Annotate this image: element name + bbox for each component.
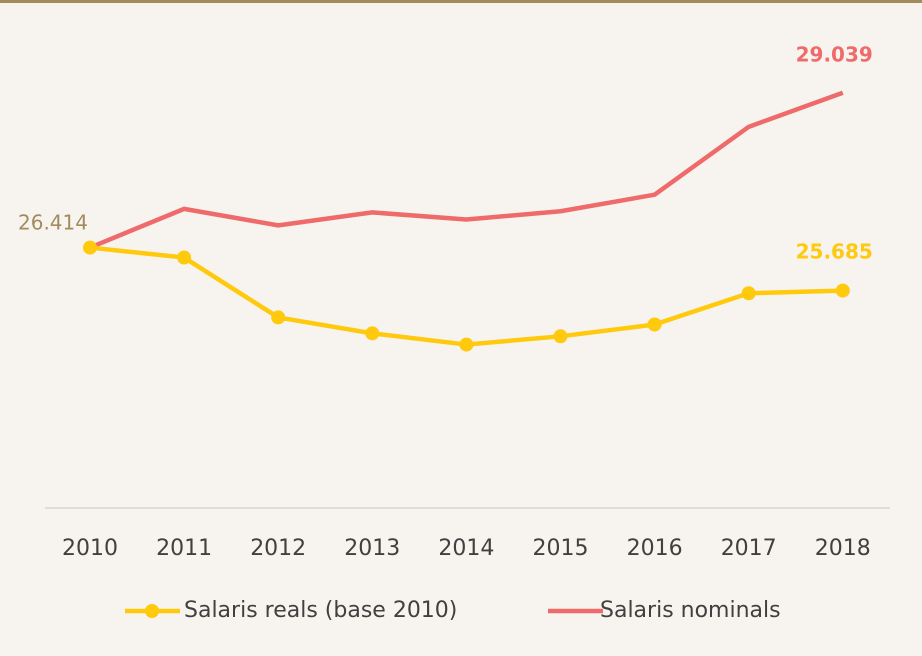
top-border	[0, 0, 922, 3]
x-tick-label: 2015	[533, 536, 589, 561]
x-tick-label: 2016	[627, 536, 683, 561]
point	[459, 337, 474, 352]
legend-marker	[145, 604, 159, 618]
point	[177, 250, 192, 265]
x-tick-label: 2018	[815, 536, 871, 561]
point	[83, 240, 97, 255]
x-tick-label: 2010	[62, 536, 118, 561]
x-tick-label: 2014	[438, 536, 494, 561]
x-tick-label: 2012	[250, 536, 306, 561]
x-tick-label: 2017	[721, 536, 777, 561]
series-line	[89, 245, 843, 347]
data-label: 25.685	[796, 240, 873, 264]
x-tick-label: 2013	[344, 536, 400, 561]
point	[365, 326, 380, 341]
point	[553, 329, 568, 344]
point	[271, 310, 286, 325]
point	[647, 317, 662, 332]
point	[741, 286, 756, 301]
data-label: 26.414	[18, 211, 88, 235]
point	[835, 283, 850, 298]
data-label: 29.039	[796, 43, 873, 67]
legend-label: Salaris reals (base 2010)	[184, 598, 457, 623]
x-tick-label: 2011	[156, 536, 212, 561]
series-line	[89, 90, 844, 250]
legend-label: Salaris nominals	[600, 598, 781, 623]
